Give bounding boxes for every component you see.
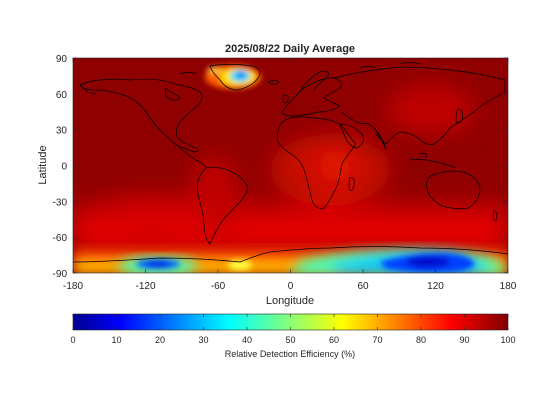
x-tick-label: -120	[135, 281, 155, 292]
band-south-ocean	[73, 230, 508, 250]
y-axis: 90 60 30 0 -30 -60 -90	[53, 54, 508, 280]
chart-title: 2025/08/22 Daily Average	[225, 43, 355, 55]
colorbar-tick-label: 90	[459, 335, 469, 345]
east-antarctica-deep	[406, 256, 450, 268]
coast-south-america	[196, 166, 249, 245]
colorbar-tick-label: 80	[416, 335, 426, 345]
antarctic-peninsula	[228, 260, 252, 270]
coast-greenland	[209, 64, 261, 91]
colorbar-tick-label: 10	[111, 335, 121, 345]
colorbar-tick-label: 30	[198, 335, 208, 345]
colorbar-tick-label: 20	[155, 335, 165, 345]
coast-australia	[426, 170, 481, 210]
ellesmere	[207, 67, 223, 73]
x-tick-label: -60	[211, 281, 226, 292]
coastlines	[73, 62, 508, 263]
x-tick-label: 120	[427, 281, 444, 292]
x-tick-label: 0	[288, 281, 294, 292]
coast-india	[373, 127, 387, 151]
coast-indonesia	[409, 152, 457, 169]
x-axis-label: Longitude	[266, 295, 314, 307]
coast-new-zealand	[492, 209, 498, 221]
x-tick-label: 180	[500, 281, 517, 292]
colorbar-tick-label: 40	[242, 335, 252, 345]
coast-north-america	[79, 78, 203, 153]
colorbar-tick-label: 0	[70, 335, 75, 345]
colorbar-tick-label: 50	[285, 335, 295, 345]
coast-europe	[281, 77, 342, 117]
x-tick-label: -180	[63, 281, 83, 292]
y-axis-label: Latitude	[37, 145, 49, 184]
coast-great-britain	[282, 94, 289, 104]
heatmap-field	[73, 58, 508, 273]
antarctic-inner	[73, 262, 508, 273]
asia-region	[385, 85, 475, 135]
colorbar-tick-label: 60	[329, 335, 339, 345]
y-tick-label: 30	[56, 126, 68, 137]
africa-east	[320, 147, 350, 183]
coast-asia	[333, 66, 506, 145]
y-tick-label: -30	[53, 197, 68, 208]
coast-alaska	[79, 84, 97, 95]
pacific-south	[90, 195, 210, 235]
coast-central-america	[177, 145, 207, 169]
colorbar-label: Relative Detection Efficiency (%)	[225, 349, 355, 359]
coast-arctic-islands	[179, 62, 421, 75]
coast-arabia	[339, 123, 364, 149]
coast-scandinavia	[299, 70, 329, 93]
west-antarctica-deep	[146, 261, 170, 267]
coast-hudson-bay	[164, 87, 181, 101]
y-tick-label: 90	[56, 54, 68, 65]
x-axis: -180 -120 -60 0 60 120 180	[63, 58, 517, 292]
colorbar-tick-label: 70	[372, 335, 382, 345]
y-tick-label: -90	[53, 269, 68, 280]
colorbar-tick-label: 100	[500, 335, 515, 345]
coast-madagascar	[348, 177, 355, 191]
y-tick-label: -60	[53, 233, 68, 244]
colorbar-ticks: 0 10 20 30 40 50 60 70 80 90 100	[70, 314, 516, 345]
x-tick-label: 60	[357, 281, 369, 292]
coast-africa	[276, 116, 357, 209]
coast-antarctica	[73, 246, 508, 263]
y-tick-label: 0	[61, 162, 67, 173]
greenland-core	[236, 72, 246, 78]
coast-japan	[455, 107, 464, 124]
y-tick-label: 60	[56, 90, 68, 101]
coast-iceland	[267, 80, 280, 85]
